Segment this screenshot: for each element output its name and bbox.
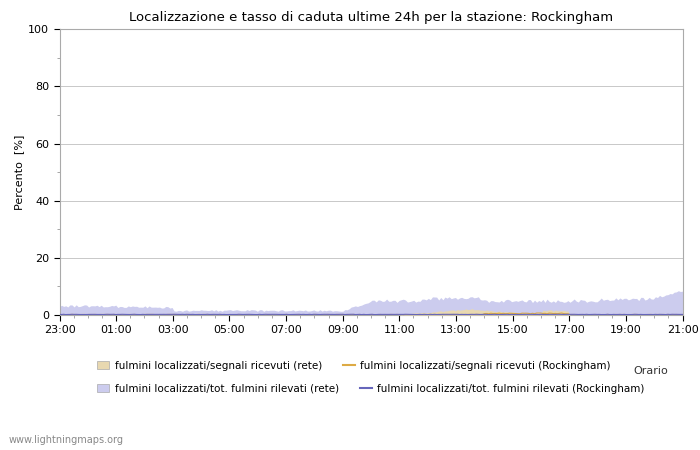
- Legend: fulmini localizzati/tot. fulmini rilevati (rete), fulmini localizzati/tot. fulmi: fulmini localizzati/tot. fulmini rilevat…: [97, 383, 645, 394]
- Text: Orario: Orario: [634, 366, 668, 376]
- Y-axis label: Percento  [%]: Percento [%]: [14, 135, 24, 210]
- Text: www.lightningmaps.org: www.lightningmaps.org: [8, 435, 123, 445]
- Title: Localizzazione e tasso di caduta ultime 24h per la stazione: Rockingham: Localizzazione e tasso di caduta ultime …: [129, 11, 613, 24]
